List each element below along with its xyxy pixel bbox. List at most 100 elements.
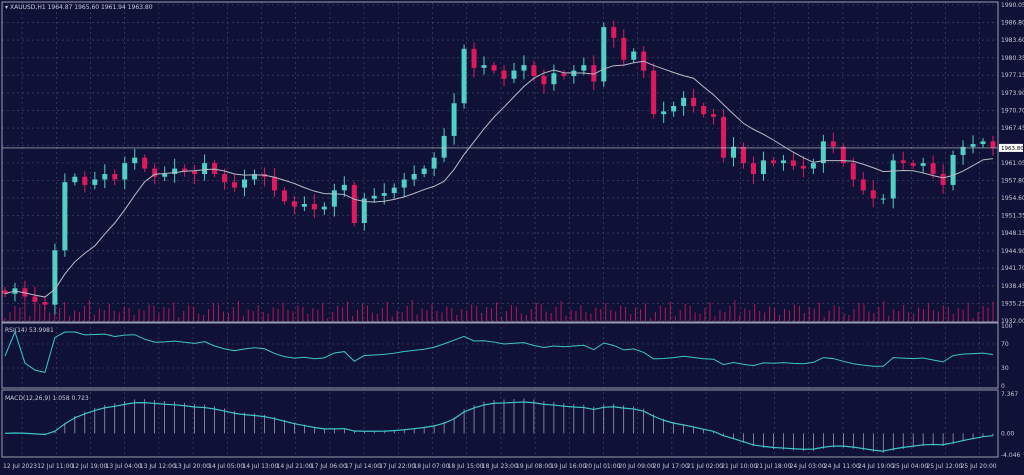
candle-body bbox=[611, 27, 617, 38]
time-tick-label: 13 Jul 20:00 bbox=[174, 463, 210, 470]
time-tick-label: 21 Jul 18:00 bbox=[755, 463, 791, 470]
candle-body bbox=[691, 97, 697, 106]
rsi-line bbox=[4, 330, 994, 373]
price-tick-label: 1941.70 bbox=[1001, 265, 1024, 272]
candle-body bbox=[900, 160, 906, 164]
price-tick-label: 1954.60 bbox=[1001, 195, 1024, 202]
price-tick-label: 1951.35 bbox=[1001, 213, 1024, 220]
candle-body bbox=[112, 174, 118, 180]
time-tick-label: 19 Jul 08:00 bbox=[516, 463, 552, 470]
time-tick-label: 25 Jul 12:00 bbox=[926, 463, 962, 470]
candle-body bbox=[880, 198, 886, 200]
time-tick-label: 12 Jul 11:00 bbox=[37, 463, 73, 470]
candle-body bbox=[321, 206, 327, 210]
candle-body bbox=[232, 182, 238, 188]
macd-tick-label: 0.00 bbox=[1001, 430, 1015, 437]
time-tick-label: 12 Jul 19:00 bbox=[71, 463, 107, 470]
time-tick-label: 17 Jul 22:00 bbox=[379, 463, 415, 470]
time-tick-label: 17 Jul 06:00 bbox=[311, 463, 347, 470]
candle-body bbox=[750, 163, 756, 175]
candle-body bbox=[122, 163, 128, 180]
candle-body bbox=[711, 114, 717, 117]
pane-border bbox=[1, 322, 999, 389]
candle-body bbox=[930, 163, 936, 175]
current-price-tag bbox=[999, 143, 1023, 152]
price-tick-label: 1938.45 bbox=[1001, 283, 1024, 290]
price-tick-label: 1932.00 bbox=[1001, 318, 1024, 325]
rsi-tick-label: 0 bbox=[1001, 383, 1005, 390]
candle-body bbox=[671, 105, 677, 112]
candle-body bbox=[960, 146, 966, 155]
time-tick-label: 21 Jul 02:00 bbox=[687, 463, 723, 470]
collapse-arrow-icon[interactable]: ▾ bbox=[5, 4, 8, 11]
candle-body bbox=[371, 195, 377, 199]
time-tick-label: 18 Jul 07:00 bbox=[413, 463, 449, 470]
candle-body bbox=[132, 157, 138, 164]
candle-body bbox=[291, 201, 297, 207]
candle-body bbox=[721, 116, 727, 158]
time-tick-label: 18 Jul 23:00 bbox=[482, 463, 518, 470]
candle-body bbox=[770, 160, 776, 164]
candle-body bbox=[451, 103, 457, 136]
candles: 1963.80 bbox=[2, 20, 1024, 315]
candle-body bbox=[950, 154, 956, 185]
candle-body bbox=[82, 176, 88, 185]
candle-body bbox=[102, 174, 108, 180]
candle-body bbox=[52, 250, 58, 305]
candle-body bbox=[910, 163, 916, 166]
candle-body bbox=[481, 65, 487, 68]
price-tick-label: 1973.90 bbox=[1001, 90, 1024, 97]
candle-body bbox=[681, 97, 687, 106]
macd-signal-line bbox=[4, 401, 994, 452]
current-price-label: 1963.80 bbox=[1001, 146, 1024, 152]
time-tick-label: 24 Jul 19:00 bbox=[858, 463, 894, 470]
candle-body bbox=[790, 160, 796, 166]
candle-body bbox=[741, 146, 747, 164]
price-tick-label: 1967.45 bbox=[1001, 125, 1024, 132]
candle-body bbox=[890, 160, 896, 199]
price-axis[interactable]: 1990.05 1986.80 1983.60 1980.35 1977.15 1973.… bbox=[1001, 2, 1024, 459]
candle-body bbox=[541, 76, 547, 85]
candle-body bbox=[731, 146, 737, 158]
candle-body bbox=[780, 160, 786, 164]
rsi-label: RSI(14) 53.9981 bbox=[5, 327, 54, 334]
candle-body bbox=[601, 27, 607, 82]
candle-body bbox=[561, 73, 567, 77]
time-tick-label: 20 Jul 09:00 bbox=[619, 463, 655, 470]
time-tick-label: 13 Jul 12:00 bbox=[140, 463, 176, 470]
candle-body bbox=[980, 141, 986, 145]
candle-body bbox=[800, 165, 806, 169]
candle-body bbox=[591, 65, 597, 82]
time-tick-label: 12 Jul 2023 bbox=[3, 463, 37, 470]
time-tick-label: 17 Jul 14:00 bbox=[345, 463, 381, 470]
candle-body bbox=[870, 190, 876, 199]
candle-body bbox=[421, 168, 427, 175]
candle-body bbox=[311, 203, 317, 210]
time-tick-label: 19 Jul 16:00 bbox=[550, 463, 586, 470]
candle-body bbox=[581, 65, 587, 71]
price-tick-label: 1980.35 bbox=[1001, 55, 1024, 62]
candle-body bbox=[850, 163, 856, 180]
rsi-tick-label: 30 bbox=[1001, 365, 1009, 372]
time-tick-label: 25 Jul 20:00 bbox=[961, 463, 997, 470]
price-tick-label: 1977.15 bbox=[1001, 72, 1024, 79]
price-tick-label: 1983.60 bbox=[1001, 37, 1024, 44]
candle-body bbox=[820, 141, 826, 164]
candle-body bbox=[202, 163, 208, 175]
candle-body bbox=[351, 184, 357, 224]
candle-body bbox=[521, 65, 527, 71]
time-tick-label: 13 Jul 04:00 bbox=[106, 463, 142, 470]
candle-body bbox=[631, 51, 637, 60]
candle-body bbox=[2, 290, 8, 294]
time-tick-label: 20 Jul 01:00 bbox=[584, 463, 620, 470]
candle-body bbox=[162, 174, 168, 177]
rsi-tick-label: 70 bbox=[1001, 341, 1009, 348]
time-tick-label: 21 Jul 10:00 bbox=[721, 463, 757, 470]
candle-body bbox=[341, 184, 347, 191]
candle-body bbox=[331, 190, 337, 207]
pane-frames bbox=[1, 1, 999, 458]
time-tick-label: 25 Jul 04:00 bbox=[892, 463, 928, 470]
candle-body bbox=[471, 48, 477, 68]
